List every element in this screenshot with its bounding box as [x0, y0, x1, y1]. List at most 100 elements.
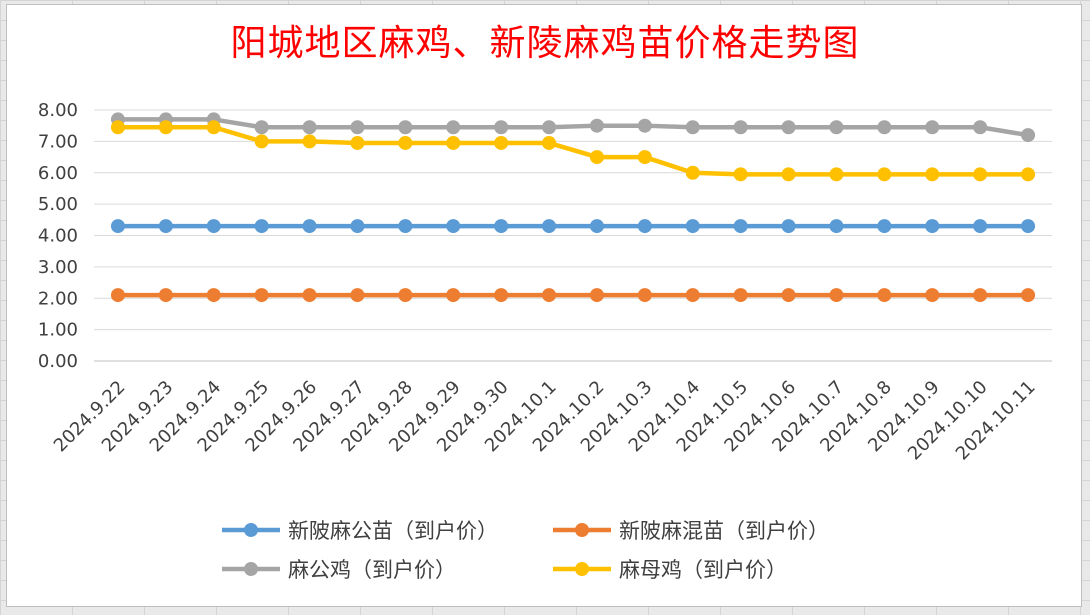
- data-point[interactable]: [254, 288, 269, 303]
- legend-label: 新陂麻混苗（到户价）: [619, 519, 829, 543]
- data-point[interactable]: [350, 219, 365, 234]
- data-point[interactable]: [829, 219, 844, 234]
- series-line[interactable]: [115, 117, 1031, 138]
- data-point[interactable]: [110, 219, 125, 234]
- data-point[interactable]: [589, 219, 604, 234]
- y-tick-label: 6.00: [38, 163, 78, 184]
- data-point[interactable]: [254, 134, 269, 149]
- data-point[interactable]: [733, 167, 748, 182]
- data-point[interactable]: [925, 120, 940, 135]
- data-point[interactable]: [829, 167, 844, 182]
- data-point[interactable]: [733, 219, 748, 234]
- data-point[interactable]: [446, 288, 461, 303]
- data-point[interactable]: [398, 120, 413, 135]
- data-point[interactable]: [446, 120, 461, 135]
- data-point[interactable]: [877, 288, 892, 303]
- data-point[interactable]: [925, 288, 940, 303]
- data-point[interactable]: [589, 118, 604, 133]
- legend-swatch-marker: [575, 562, 589, 576]
- data-point[interactable]: [302, 288, 317, 303]
- data-point[interactable]: [1021, 167, 1036, 182]
- data-point[interactable]: [925, 219, 940, 234]
- data-point[interactable]: [829, 288, 844, 303]
- data-point[interactable]: [973, 120, 988, 135]
- data-point[interactable]: [685, 219, 700, 234]
- data-point[interactable]: [110, 120, 125, 135]
- legend: 新陂麻公苗（到户价） 新陂麻混苗（到户价） 麻公鸡（到户价） 麻母鸡（到户价）: [222, 519, 829, 582]
- gridlines: [94, 109, 1052, 362]
- data-point[interactable]: [1021, 128, 1036, 143]
- data-point[interactable]: [637, 118, 652, 133]
- data-point[interactable]: [302, 120, 317, 135]
- series-lines: [110, 112, 1036, 303]
- data-point[interactable]: [829, 120, 844, 135]
- data-point[interactable]: [637, 288, 652, 303]
- legend-swatch-marker: [244, 523, 258, 537]
- data-point[interactable]: [925, 167, 940, 182]
- data-point[interactable]: [1021, 288, 1036, 303]
- data-point[interactable]: [206, 219, 221, 234]
- y-tick-label: 3.00: [38, 257, 78, 278]
- y-tick-label: 1.00: [38, 320, 78, 341]
- x-axis-ticks: 2024.9.222024.9.232024.9.242024.9.252024…: [50, 377, 1040, 465]
- data-point[interactable]: [494, 288, 509, 303]
- data-point[interactable]: [302, 219, 317, 234]
- data-point[interactable]: [973, 219, 988, 234]
- data-point[interactable]: [877, 219, 892, 234]
- legend-swatch-marker: [244, 562, 258, 576]
- series-line[interactable]: [115, 125, 1031, 177]
- y-tick-label: 7.00: [38, 131, 78, 152]
- data-point[interactable]: [398, 135, 413, 150]
- data-point[interactable]: [637, 219, 652, 234]
- chart-area[interactable]: [6, 4, 1082, 607]
- data-point[interactable]: [781, 288, 796, 303]
- y-tick-label: 8.00: [38, 100, 78, 121]
- data-point[interactable]: [781, 167, 796, 182]
- data-point[interactable]: [637, 150, 652, 165]
- data-point[interactable]: [781, 219, 796, 234]
- data-point[interactable]: [110, 288, 125, 303]
- data-point[interactable]: [542, 120, 557, 135]
- data-point[interactable]: [254, 219, 269, 234]
- data-point[interactable]: [158, 120, 173, 135]
- data-point[interactable]: [877, 120, 892, 135]
- y-tick-label: 5.00: [38, 194, 78, 215]
- data-point[interactable]: [781, 120, 796, 135]
- data-point[interactable]: [494, 135, 509, 150]
- data-point[interactable]: [350, 120, 365, 135]
- data-point[interactable]: [350, 135, 365, 150]
- y-axis-ticks: 0.00 1.00 2.00 3.00 4.00 5.00 6.00 7.00 8.00: [38, 100, 78, 372]
- data-point[interactable]: [589, 288, 604, 303]
- data-point[interactable]: [158, 219, 173, 234]
- y-tick-label: 2.00: [38, 288, 78, 309]
- legend-label: 麻公鸡（到户价）: [288, 558, 456, 582]
- data-point[interactable]: [685, 288, 700, 303]
- data-point[interactable]: [1021, 219, 1036, 234]
- data-point[interactable]: [494, 120, 509, 135]
- data-point[interactable]: [302, 134, 317, 149]
- data-point[interactable]: [542, 135, 557, 150]
- data-point[interactable]: [446, 219, 461, 234]
- data-point[interactable]: [733, 288, 748, 303]
- data-point[interactable]: [973, 167, 988, 182]
- legend-label: 麻母鸡（到户价）: [619, 558, 787, 582]
- data-point[interactable]: [542, 288, 557, 303]
- data-point[interactable]: [398, 288, 413, 303]
- data-point[interactable]: [685, 120, 700, 135]
- data-point[interactable]: [398, 219, 413, 234]
- data-point[interactable]: [973, 288, 988, 303]
- data-point[interactable]: [206, 288, 221, 303]
- data-point[interactable]: [494, 219, 509, 234]
- legend-label: 新陂麻公苗（到户价）: [288, 519, 498, 543]
- data-point[interactable]: [158, 288, 173, 303]
- data-point[interactable]: [733, 120, 748, 135]
- data-point[interactable]: [254, 120, 269, 135]
- data-point[interactable]: [685, 165, 700, 180]
- data-point[interactable]: [446, 135, 461, 150]
- data-point[interactable]: [542, 219, 557, 234]
- data-point[interactable]: [350, 288, 365, 303]
- data-point[interactable]: [589, 150, 604, 165]
- data-point[interactable]: [206, 120, 221, 135]
- data-point[interactable]: [877, 167, 892, 182]
